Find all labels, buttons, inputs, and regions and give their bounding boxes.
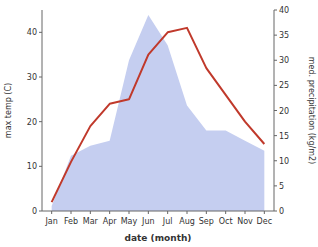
x-axis-label: date (month)	[125, 233, 192, 243]
x-tick-label: Sep	[199, 217, 214, 226]
y2-tick-label: 0	[279, 207, 284, 216]
x-tick-label: Dec	[257, 217, 272, 226]
x-tick	[167, 211, 168, 214]
x-tick	[148, 211, 149, 214]
x-tick	[90, 211, 91, 214]
y-tick	[39, 121, 42, 122]
y2-tick	[274, 85, 277, 86]
y-tick-label: 0	[32, 207, 37, 216]
x-tick-label: Mar	[83, 217, 99, 226]
chart-container: Jan Feb Mar AprMayJun Jul Aug Sep Oct Nov Dec 0 10 2…	[0, 0, 318, 247]
y2-tick	[274, 10, 277, 11]
y-tick-label: 10	[27, 162, 37, 171]
x-tick-label: Apr	[103, 217, 118, 226]
x-tick	[245, 211, 246, 214]
y2-tick-label: 5	[279, 182, 284, 191]
y-tick	[39, 211, 42, 212]
x-tick-label: Aug	[179, 217, 195, 226]
y2-tick-label: 25	[279, 81, 289, 90]
y2-tick-label: 20	[279, 107, 289, 116]
x-tick-label: Jan	[44, 217, 57, 226]
y2-tick-label: 35	[279, 31, 289, 40]
x-tick	[109, 211, 110, 214]
x-tick	[225, 211, 226, 214]
y-tick	[39, 77, 42, 78]
x-tick-label: May	[121, 217, 138, 226]
y-axis-line	[42, 10, 43, 211]
y2-axis-label: med. precipitation (kg/m2)	[307, 57, 316, 164]
x-tick-label: Oct	[219, 217, 233, 226]
y2-tick	[274, 135, 277, 136]
y2-tick	[274, 60, 277, 61]
y2-tick-label: 40	[279, 6, 289, 15]
x-tick-label: Jul	[162, 217, 173, 226]
y2-tick	[274, 160, 277, 161]
y2-tick-label: 15	[279, 132, 289, 141]
y2-tick-label: 10	[279, 157, 289, 166]
area	[52, 15, 265, 211]
x-tick	[206, 211, 207, 214]
y2-tick-label: 30	[279, 56, 289, 65]
chart: Jan Feb Mar AprMayJun Jul Aug Sep Oct Nov Dec 0 10 2…	[0, 0, 318, 247]
line	[52, 28, 265, 202]
x-axis-line	[42, 211, 274, 212]
x-tick-label: Nov	[237, 217, 253, 226]
x-tick	[187, 211, 188, 214]
y-axis-label: max temp (C)	[4, 83, 13, 138]
y-tick	[39, 32, 42, 33]
y2-tick	[274, 211, 277, 212]
y-tick-label: 30	[27, 73, 37, 82]
x-tick	[264, 211, 265, 214]
plot-area	[52, 15, 265, 211]
y2-tick	[274, 185, 277, 186]
x-tick	[129, 211, 130, 214]
x-tick-label: Jun	[141, 217, 155, 226]
y-tick-label: 40	[27, 28, 37, 37]
x-tick-label: Feb	[64, 217, 78, 226]
y2-tick	[274, 35, 277, 36]
y-tick	[39, 166, 42, 167]
x-tick	[71, 211, 72, 214]
x-tick	[51, 211, 52, 214]
y-tick-label: 20	[27, 118, 37, 127]
y2-tick	[274, 110, 277, 111]
